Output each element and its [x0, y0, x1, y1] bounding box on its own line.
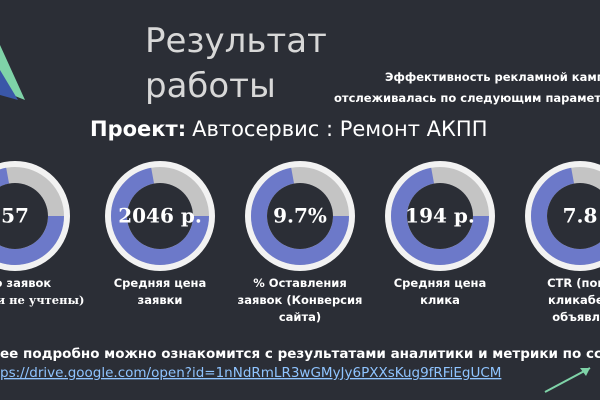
project: Проект: Автосервис : Ремонт АКПП	[90, 117, 488, 141]
title-line: работы	[145, 66, 276, 106]
donut-center	[0, 183, 48, 249]
donut-center	[127, 183, 193, 249]
metric-label: е звонки не учтены)	[0, 293, 84, 307]
decor-arrow	[544, 367, 591, 393]
metrics: 57 ено заявок е звонки не учтены) 2046 р. Ср…	[0, 161, 600, 324]
donut-arc	[111, 167, 209, 265]
donut-center	[267, 183, 333, 249]
donut-arc	[251, 167, 349, 265]
metric-label: сайта)	[279, 310, 321, 324]
donut-center	[407, 183, 473, 249]
decor-triangle	[0, 70, 18, 100]
metric-label: заявки	[138, 293, 183, 307]
metric-label: % Оставления	[253, 276, 346, 290]
decor-arrow	[580, 368, 590, 376]
donut-arc	[391, 167, 489, 265]
metric-value: 9.7%	[273, 204, 327, 228]
metric-value: 2046 р.	[118, 204, 202, 228]
project-name: Автосервис : Ремонт АКПП	[192, 117, 487, 141]
metric-label: ено заявок	[0, 276, 51, 290]
metric-value: 7.8	[563, 204, 598, 228]
footer-text: ее подробно можно ознакомится с результа…	[0, 346, 600, 362]
metric-label: кликабел	[548, 293, 600, 307]
donut-arc	[0, 167, 64, 265]
metric-label: клика	[420, 293, 460, 307]
metric-value: 57	[1, 204, 29, 228]
donut-center	[547, 183, 600, 249]
donut-arc	[531, 167, 600, 265]
metric-label: CTR (пока	[547, 276, 600, 290]
metric-label: Средняя цена	[114, 276, 207, 290]
description-line: отслеживалась по следующим парамет	[334, 91, 600, 105]
metric-value: 194 р.	[405, 204, 475, 228]
footer-link[interactable]: ps://drive.google.com/open?id=1nNdRmLR3w…	[0, 365, 501, 381]
project-label: Проект:	[90, 117, 186, 141]
metric-label: заявок (Конверсия	[238, 293, 363, 307]
title-line: Результат	[145, 21, 327, 61]
metric-label: Средняя цена	[394, 276, 487, 290]
description-line: Эффективность рекламной камп	[385, 70, 600, 84]
